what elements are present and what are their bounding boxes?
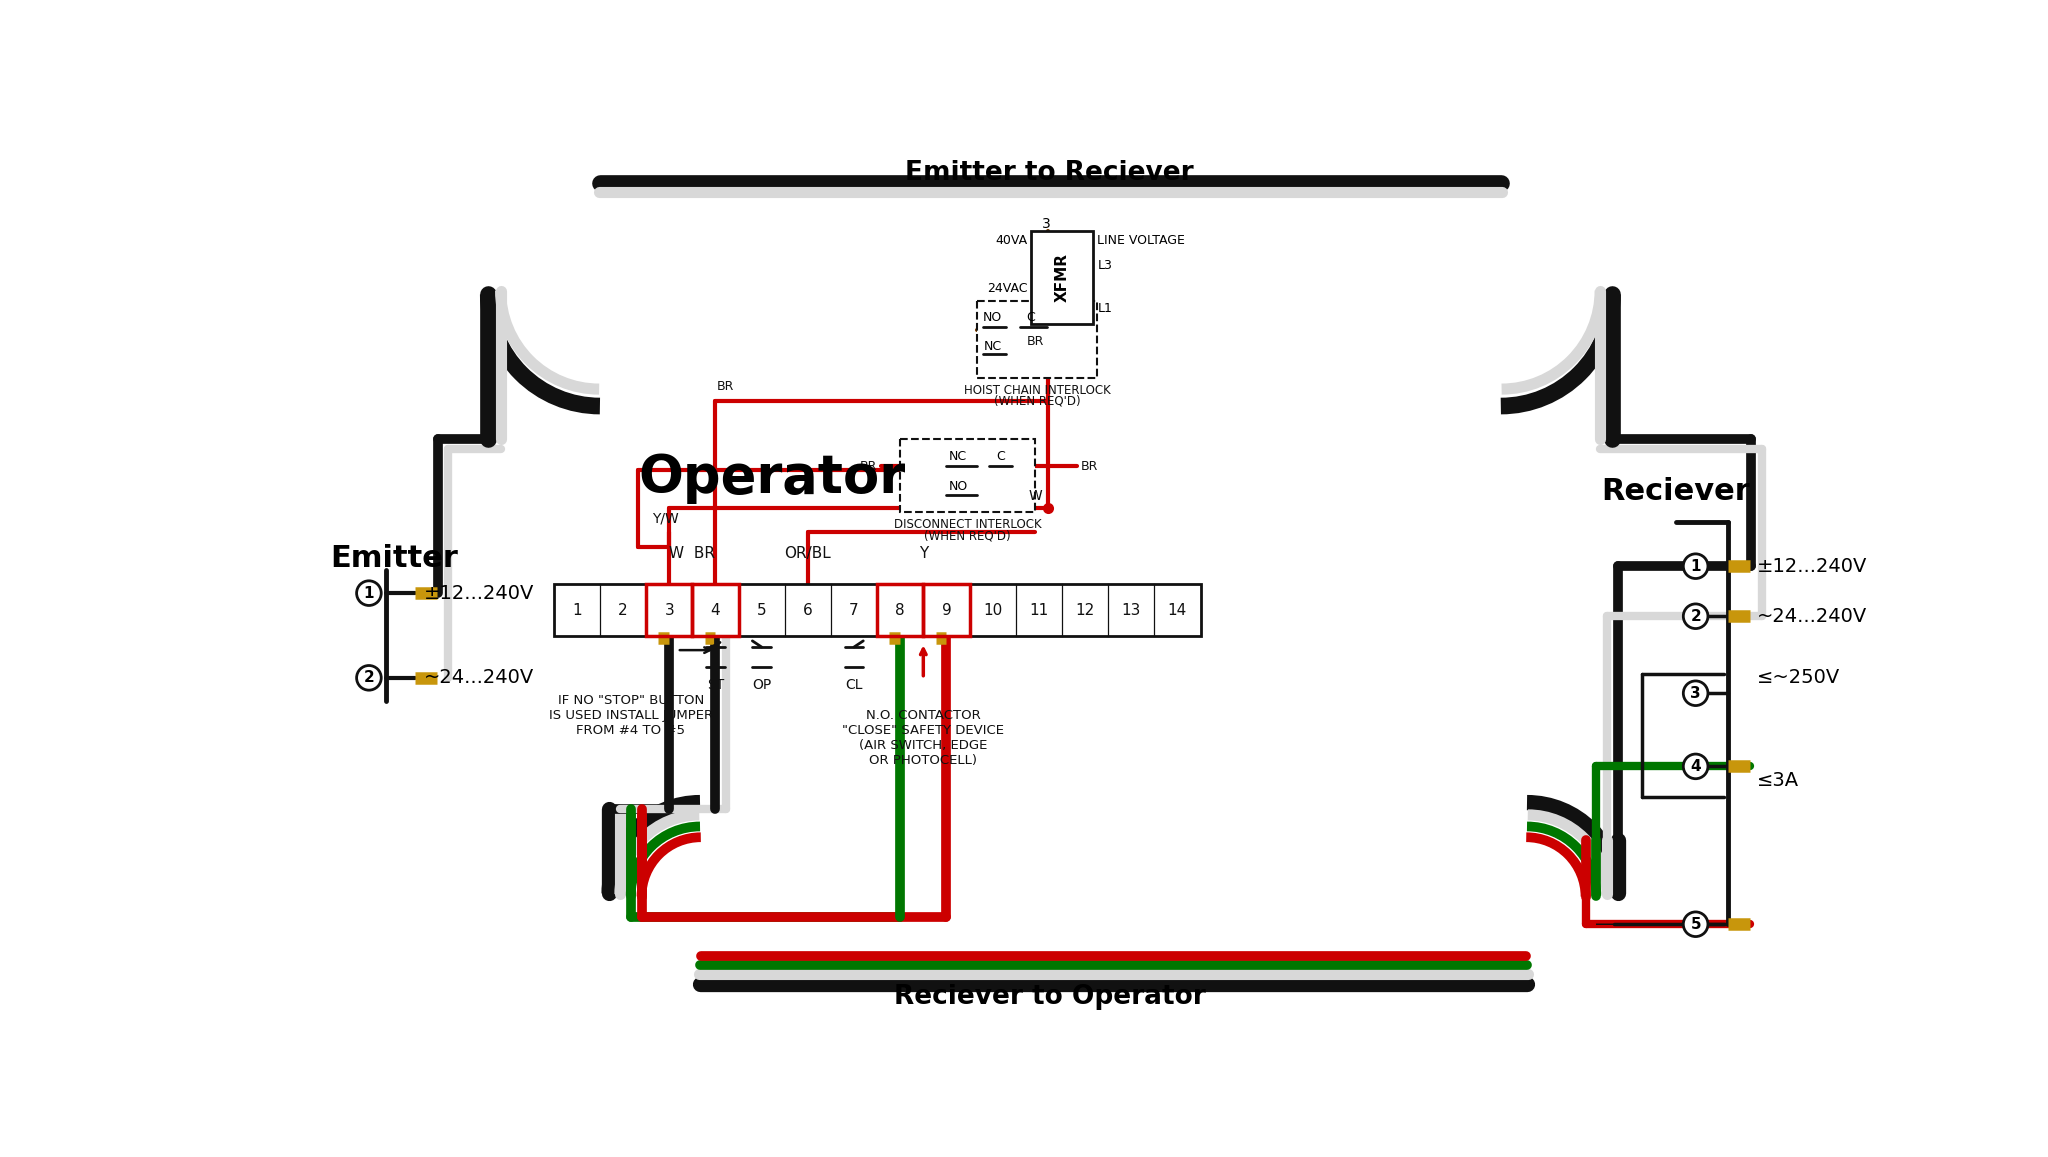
Text: 3: 3	[1042, 216, 1051, 230]
Text: 2: 2	[1690, 609, 1702, 624]
Text: ±12...240V: ±12...240V	[1757, 557, 1868, 576]
Text: 13: 13	[1122, 603, 1141, 618]
Circle shape	[1683, 754, 1708, 779]
Bar	[692, 584, 739, 636]
Text: NC: NC	[983, 340, 1001, 353]
Text: 7: 7	[850, 603, 858, 618]
Text: 11: 11	[1030, 603, 1049, 618]
Text: 1: 1	[1690, 559, 1702, 574]
Text: BR: BR	[1026, 336, 1044, 348]
Circle shape	[1683, 554, 1708, 578]
Circle shape	[1683, 912, 1708, 936]
Bar	[977, 301, 1096, 377]
Text: W  BR: W BR	[670, 546, 715, 561]
Text: (WHEN REQ'D): (WHEN REQ'D)	[993, 395, 1079, 407]
Text: 5: 5	[758, 603, 766, 618]
Text: 4: 4	[1690, 759, 1702, 774]
Text: 8: 8	[895, 603, 905, 618]
Text: C: C	[1026, 311, 1036, 324]
Text: 10: 10	[983, 603, 1001, 618]
Text: Emitter to Reciever: Emitter to Reciever	[905, 160, 1194, 186]
Bar	[877, 584, 924, 636]
Text: XFMR: XFMR	[1055, 253, 1069, 302]
Text: (WHEN REQ'D): (WHEN REQ'D)	[924, 529, 1012, 543]
Text: NO: NO	[948, 480, 967, 493]
Circle shape	[1683, 681, 1708, 706]
Text: 12: 12	[1075, 603, 1094, 618]
Circle shape	[1683, 604, 1708, 628]
Text: BR: BR	[717, 379, 735, 393]
Text: DISCONNECT INTERLOCK: DISCONNECT INTERLOCK	[893, 518, 1040, 531]
Circle shape	[356, 581, 381, 605]
Text: 4: 4	[711, 603, 721, 618]
Text: 1: 1	[365, 585, 375, 600]
Text: ~24...240V: ~24...240V	[424, 669, 535, 687]
Text: 2: 2	[618, 603, 629, 618]
Text: Y/W: Y/W	[651, 511, 678, 525]
Text: 9: 9	[942, 603, 950, 618]
Text: N.O. CONTACTOR
"CLOSE" SAFETY DEVICE
(AIR SWITCH, EDGE
OR PHOTOCELL): N.O. CONTACTOR "CLOSE" SAFETY DEVICE (AI…	[842, 709, 1004, 767]
Text: 40VA: 40VA	[995, 234, 1028, 246]
Text: OR/BL: OR/BL	[784, 546, 831, 561]
Text: Operator: Operator	[639, 451, 905, 503]
Text: L3: L3	[1098, 259, 1112, 272]
Text: ~24...240V: ~24...240V	[1757, 606, 1868, 626]
Text: OP: OP	[752, 678, 772, 692]
Text: 2: 2	[365, 670, 375, 685]
Text: ±12...240V: ±12...240V	[424, 583, 535, 603]
Text: CL: CL	[846, 678, 862, 692]
Text: Reciever: Reciever	[1602, 477, 1749, 506]
Text: HOIST CHAIN INTERLOCK: HOIST CHAIN INTERLOCK	[963, 384, 1110, 397]
Text: BR: BR	[860, 459, 877, 472]
Text: 1: 1	[571, 603, 582, 618]
Bar	[924, 584, 969, 636]
Bar	[645, 584, 692, 636]
Text: ≤3A: ≤3A	[1757, 771, 1800, 790]
Text: 5: 5	[1690, 916, 1702, 931]
Circle shape	[356, 665, 381, 691]
Bar	[1030, 231, 1094, 324]
Text: 6: 6	[803, 603, 813, 618]
Text: BR: BR	[1081, 459, 1098, 472]
Text: ST: ST	[707, 678, 725, 692]
Text: 24VAC: 24VAC	[987, 282, 1028, 295]
Text: 3: 3	[1690, 686, 1702, 701]
Text: NO: NO	[983, 311, 1001, 324]
Text: C: C	[995, 450, 1006, 463]
Text: W: W	[1028, 489, 1042, 503]
Text: 3: 3	[664, 603, 674, 618]
Text: NC: NC	[948, 450, 967, 463]
Text: Y: Y	[920, 546, 928, 561]
Text: LINE VOLTAGE: LINE VOLTAGE	[1098, 234, 1186, 246]
Text: IF NO "STOP" BUTTON
IS USED INSTALL JUMPER
FROM #4 TO #5: IF NO "STOP" BUTTON IS USED INSTALL JUMP…	[549, 694, 713, 737]
Bar	[901, 440, 1034, 513]
Text: ≤~250V: ≤~250V	[1757, 669, 1841, 687]
Text: Emitter: Emitter	[330, 544, 459, 573]
Text: —: —	[1595, 915, 1614, 934]
Text: Reciever to Operator: Reciever to Operator	[893, 985, 1206, 1010]
Bar	[553, 584, 1200, 636]
Text: L1: L1	[1098, 302, 1112, 315]
Text: 14: 14	[1167, 603, 1188, 618]
